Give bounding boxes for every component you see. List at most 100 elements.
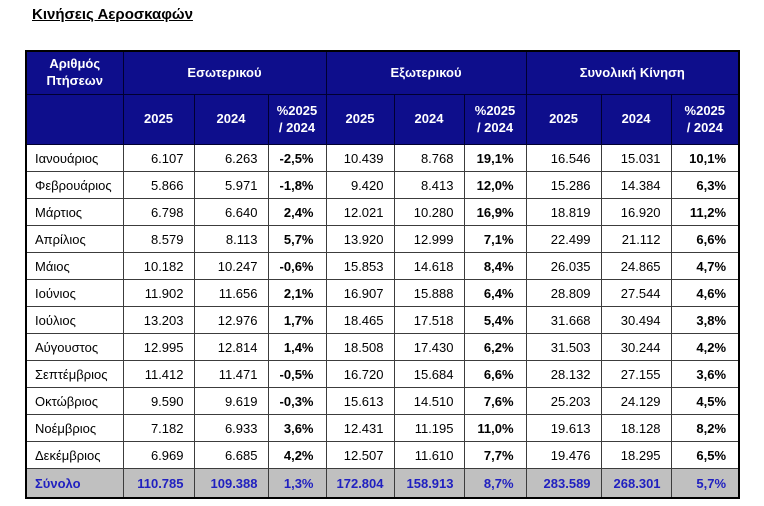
value-cell: 19.613 [525,414,602,442]
percent-cell: -0,5% [267,360,327,388]
percent-cell: 6,6% [463,360,527,388]
sub-header-total-2024: 2024 [600,94,672,145]
value-cell: 15.853 [325,252,395,280]
percent-cell: -1,8% [267,171,327,199]
value-cell: 13.920 [325,225,395,253]
percent-cell: 11,2% [670,198,740,226]
value-cell: 14.618 [393,252,465,280]
value-cell: 12.507 [325,441,395,469]
month-cell: Απρίλιος [25,225,124,253]
value-cell: 16.920 [600,198,672,226]
value-cell: 30.494 [600,306,672,334]
sub-header-international-2025: 2025 [325,94,395,145]
percent-cell: 7,6% [463,387,527,415]
value-cell: 10.439 [325,144,395,172]
value-cell: 17.430 [393,333,465,361]
page-title: Κινήσεις Αεροσκαφών [32,6,193,23]
month-cell: Μάρτιος [25,198,124,226]
value-cell: 18.465 [325,306,395,334]
sub-header-domestic-2024: 2024 [193,94,269,145]
percent-cell: 4,6% [670,279,740,307]
table-row: Μάιος 10.182 10.247 -0,6% 15.853 14.618 … [25,252,740,280]
percent-cell: -0,3% [267,387,327,415]
value-cell: 12.021 [325,198,395,226]
value-cell: 9.619 [193,387,269,415]
percent-cell: 3,8% [670,306,740,334]
value-cell: 18.819 [525,198,602,226]
percent-cell: 4,5% [670,387,740,415]
month-cell: Ιανουάριος [25,144,124,172]
value-cell: 18.295 [600,441,672,469]
sub-header-domestic-2025: 2025 [122,94,195,145]
percent-cell: -2,5% [267,144,327,172]
value-cell: 28.132 [525,360,602,388]
percent-cell: 11,0% [463,414,527,442]
value-cell: 14.510 [393,387,465,415]
percent-cell: 6,4% [463,279,527,307]
table-row: Ιούλιος 13.203 12.976 1,7% 18.465 17.518… [25,306,740,334]
value-cell: 5.866 [122,171,195,199]
value-cell: 8.579 [122,225,195,253]
table-row: Ιούνιος 11.902 11.656 2,1% 16.907 15.888… [25,279,740,307]
total-label-cell: Σύνολο [25,468,124,499]
value-cell: 6.798 [122,198,195,226]
value-cell: 8.413 [393,171,465,199]
table-row: Αύγουστος 12.995 12.814 1,4% 18.508 17.4… [25,333,740,361]
percent-cell: 5,7% [267,225,327,253]
month-cell: Οκτώβριος [25,387,124,415]
value-cell: 15.684 [393,360,465,388]
percent-cell: 8,4% [463,252,527,280]
value-cell: 24.129 [600,387,672,415]
value-cell: 22.499 [525,225,602,253]
group-header-row: Αριθμός Πτήσεων Εσωτερικού Εξωτερικού Συ… [25,50,740,95]
total-value-cell: 158.913 [393,468,465,499]
month-cell: Σεπτέμβριος [25,360,124,388]
percent-cell: 7,1% [463,225,527,253]
total-value-cell: 268.301 [600,468,672,499]
month-cell: Φεβρουάριος [25,171,124,199]
group-header-total-traffic: Συνολική Κίνηση [525,50,740,95]
total-percent-cell: 8,7% [463,468,527,499]
value-cell: 6.263 [193,144,269,172]
value-cell: 9.590 [122,387,195,415]
percent-cell: 6,6% [670,225,740,253]
percent-cell: 4,2% [267,441,327,469]
value-cell: 11.412 [122,360,195,388]
sub-header-total-pct: %2025 / 2024 [670,94,740,145]
value-cell: 6.107 [122,144,195,172]
value-cell: 12.995 [122,333,195,361]
sub-header-row: 2025 2024 %2025 / 2024 2025 2024 %2025 /… [25,94,740,145]
value-cell: 6.640 [193,198,269,226]
percent-cell: 1,4% [267,333,327,361]
table-footer: Σύνολο 110.785 109.388 1,3% 172.804 158.… [25,468,740,499]
value-cell: 13.203 [122,306,195,334]
percent-cell: 2,1% [267,279,327,307]
value-cell: 6.933 [193,414,269,442]
sub-header-international-pct: %2025 / 2024 [463,94,527,145]
value-cell: 5.971 [193,171,269,199]
value-cell: 10.280 [393,198,465,226]
value-cell: 19.476 [525,441,602,469]
value-cell: 30.244 [600,333,672,361]
value-cell: 24.865 [600,252,672,280]
value-cell: 11.902 [122,279,195,307]
value-cell: 11.195 [393,414,465,442]
month-cell: Μάιος [25,252,124,280]
value-cell: 11.471 [193,360,269,388]
percent-cell: -0,6% [267,252,327,280]
percent-cell: 5,4% [463,306,527,334]
table-row: Μάρτιος 6.798 6.640 2,4% 12.021 10.280 1… [25,198,740,226]
value-cell: 27.544 [600,279,672,307]
percent-cell: 12,0% [463,171,527,199]
month-cell: Νοέμβριος [25,414,124,442]
percent-cell: 19,1% [463,144,527,172]
table-row: Ιανουάριος 6.107 6.263 -2,5% 10.439 8.76… [25,144,740,172]
value-cell: 17.518 [393,306,465,334]
percent-cell: 6,5% [670,441,740,469]
table-row: Απρίλιος 8.579 8.113 5,7% 13.920 12.999 … [25,225,740,253]
table-header: Αριθμός Πτήσεων Εσωτερικού Εξωτερικού Συ… [25,50,740,145]
percent-cell: 2,4% [267,198,327,226]
value-cell: 14.384 [600,171,672,199]
table-body: Ιανουάριος 6.107 6.263 -2,5% 10.439 8.76… [25,144,740,469]
month-cell: Αύγουστος [25,333,124,361]
